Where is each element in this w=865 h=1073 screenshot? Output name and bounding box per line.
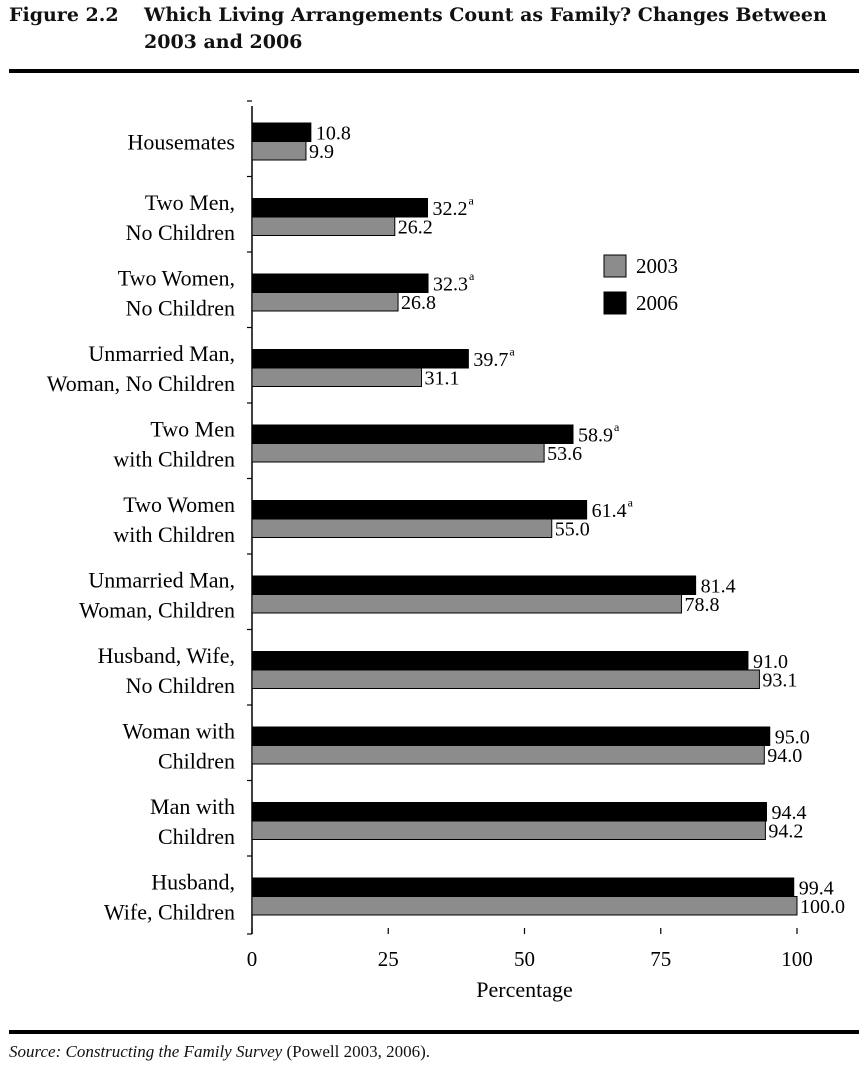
category-label: No Children [126,220,235,245]
data-label-2006: 91.0 [753,651,788,673]
figure-title: Which Living Arrangements Count as Famil… [144,4,827,53]
bar-2006 [251,500,588,520]
bar-2006 [251,122,312,142]
bar-2006 [251,802,767,822]
data-label-2006: 61.4 [592,500,627,522]
data-label-2006: 10.8 [316,123,351,145]
data-label-2003: 53.6 [547,443,582,465]
category-label: Woman with [123,719,236,744]
bar-2003 [251,745,765,765]
chart-bars: 10.89.932.2 a26.232.3 a26.839.7 a31.158.9 a5… [251,122,845,918]
x-tick-label: 100 [781,947,813,971]
category-label: Woman, Children [79,598,235,623]
bottom-rule [9,1030,859,1034]
data-label-2006: 32.3 [433,274,468,296]
chart-legend: 2003 2006 [603,254,678,315]
source-note: Source: Constructing the Family Survey (… [9,1042,430,1062]
data-label-2006: 39.7 [473,349,508,371]
data-label-2003: 31.1 [424,368,459,390]
data-label-2006: 32.2 [432,198,467,220]
bar-2003 [251,518,553,538]
bar-2003 [251,367,422,387]
category-label: Unmarried Man, [88,341,235,366]
bar-2006 [251,726,771,746]
category-label: Children [158,749,235,774]
legend-label-2006: 2006 [636,291,678,315]
data-label-2006: 58.9 [578,425,613,447]
category-label: Two Men, [145,190,235,215]
category-label: Two Women [123,492,235,517]
bar-2003 [251,141,307,161]
x-tick-label: 0 [247,947,258,971]
category-label: Children [158,824,235,849]
source-label: Source: [9,1042,62,1061]
chart-axes: 0 25 50 75 100 Percentage [247,100,813,1002]
legend-label-2003: 2003 [636,254,678,278]
data-label-2006: 99.4 [799,878,834,900]
x-axis-label: Percentage [476,977,573,1002]
category-labels: Housemates Two Men, No Children Two Women, N… [47,130,235,925]
data-label-2003: 26.2 [398,217,433,239]
bar-2006 [251,273,429,293]
category-label: Two Men [150,417,235,442]
category-label: with Children [113,447,235,472]
category-label: Man with [150,794,235,819]
significance-mark: a [469,269,475,283]
significance-mark: a [509,345,515,359]
category-label: Husband, [151,870,235,895]
bar-2006 [251,651,749,671]
category-label: No Children [126,673,235,698]
bar-2003 [251,896,798,916]
data-label-2003: 9.9 [309,141,334,163]
legend-swatch-2006 [603,291,627,315]
bar-2003 [251,443,545,463]
bar-2006 [251,877,795,897]
data-label-2003: 78.8 [684,594,719,616]
top-rule [9,69,859,73]
significance-mark: a [614,420,620,434]
significance-mark: a [628,496,634,510]
bar-2003 [251,669,760,689]
category-label: Unmarried Man, [88,568,235,593]
x-tick-label: 50 [514,947,535,971]
legend-swatch-2003 [603,254,627,278]
source-publication: Constructing the Family Survey [65,1042,283,1061]
figure-number: Figure 2.2 [9,4,119,26]
bar-2006 [251,424,574,444]
data-label-2006: 95.0 [775,727,810,749]
x-tick-label: 25 [378,947,399,971]
bar-2003 [251,292,399,312]
x-tick-label: 75 [650,947,671,971]
category-label: with Children [113,522,235,547]
source-citation: (Powell 2003, 2006). [286,1042,431,1061]
data-label-2006: 81.4 [701,576,736,598]
data-label-2003: 94.0 [767,745,802,767]
data-label-2003: 100.0 [800,896,845,918]
category-label: Husband, Wife, [98,643,235,668]
data-label-2003: 93.1 [762,670,797,692]
category-label: Woman, No Children [47,371,235,396]
data-label-2003: 26.8 [401,292,436,314]
bar-2006 [251,575,697,595]
bar-2003 [251,216,396,236]
significance-mark: a [468,194,474,208]
bar-2003 [251,820,766,840]
category-label: Two Women, [118,266,235,291]
data-label-2003: 94.2 [768,821,803,843]
bar-2006 [251,198,428,218]
data-label-2006: 94.4 [771,802,806,824]
category-label: No Children [126,296,235,321]
bar-2003 [251,594,682,614]
category-label: Housemates [127,130,235,155]
category-label: Wife, Children [104,900,235,925]
data-label-2003: 55.0 [555,519,590,541]
bar-2006 [251,349,469,369]
